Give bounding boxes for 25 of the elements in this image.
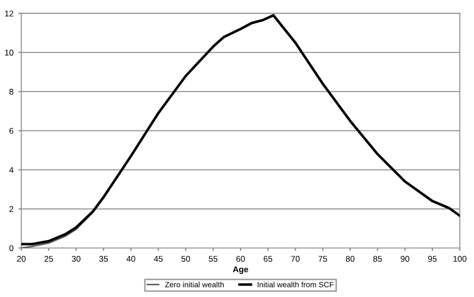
x-tick-label: 70	[291, 256, 300, 262]
x-tick-label: 85	[373, 256, 382, 262]
y-tick-label: 12	[5, 10, 14, 16]
x-tick-label: 95	[428, 256, 437, 262]
x-tick-label: 60	[236, 256, 245, 262]
x-tick-label: 100	[453, 256, 466, 262]
x-tick-label: 65	[264, 256, 272, 262]
x-tick-label: 90	[400, 256, 410, 262]
y-tick-label: 4	[9, 167, 14, 173]
x-axis-title: Age	[232, 266, 248, 274]
x-tick-label: 35	[99, 256, 108, 262]
y-tick-label: 10	[5, 50, 14, 56]
x-tick-label: 50	[181, 256, 190, 262]
x-tick-label: 25	[44, 256, 54, 262]
x-tick-label: 40	[126, 256, 136, 262]
x-tick-label: 75	[318, 256, 328, 262]
x-tick-label: 30	[72, 256, 80, 262]
y-tick-label: 8	[9, 88, 14, 95]
x-tick-label: 80	[346, 256, 354, 262]
x-tick-label: 20	[17, 256, 26, 262]
x-tick-label: 55	[208, 256, 218, 262]
y-tick-label: 6	[9, 128, 14, 134]
y-tick-label: 2	[9, 206, 14, 212]
y-tick-label: 0	[9, 245, 14, 252]
x-tick-label: 45	[154, 256, 163, 262]
